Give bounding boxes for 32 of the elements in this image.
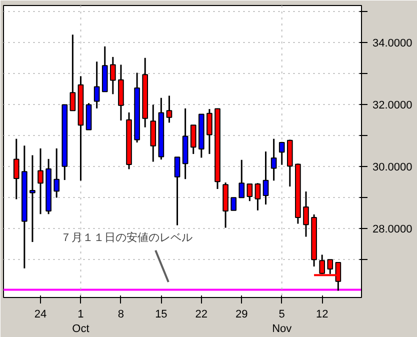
y-tick-label: 34.0000 (372, 38, 412, 50)
candlestick (254, 182, 261, 212)
y-tick-label: 28.0000 (372, 224, 412, 236)
candlestick (110, 56, 116, 95)
candlestick (270, 138, 277, 182)
candlestick (230, 197, 236, 211)
candlestick (54, 148, 60, 198)
y-tick-label: 32.0000 (372, 100, 412, 112)
y-tick-label: 30.0000 (372, 162, 412, 174)
x-tick-label: 8 (118, 308, 124, 320)
candlestick (13, 138, 20, 200)
x-tick-label: 12 (316, 308, 328, 320)
candlestick (206, 108, 212, 155)
x-tick-label: 1 Oct (72, 308, 90, 335)
x-tick-label: 22 (195, 308, 208, 320)
x-tick-label: 5 Nov (272, 308, 292, 335)
x-tick-label: 24 (34, 308, 47, 320)
candlestick (278, 141, 285, 166)
candlestick (246, 182, 253, 202)
candlestick (166, 94, 172, 124)
candlestick (94, 60, 100, 110)
candlestick (38, 148, 44, 215)
candlestick (190, 124, 196, 155)
candlestick (30, 154, 36, 243)
annotation: ７月１１日の安値のレベル (60, 231, 193, 244)
x-tick-label: 29 (236, 308, 248, 320)
candlestick (238, 159, 245, 198)
x-tick-label: 15 (155, 308, 168, 320)
candlestick (262, 150, 269, 206)
candlestick (174, 156, 180, 226)
candlestick (70, 34, 76, 112)
candlestick (303, 190, 309, 238)
